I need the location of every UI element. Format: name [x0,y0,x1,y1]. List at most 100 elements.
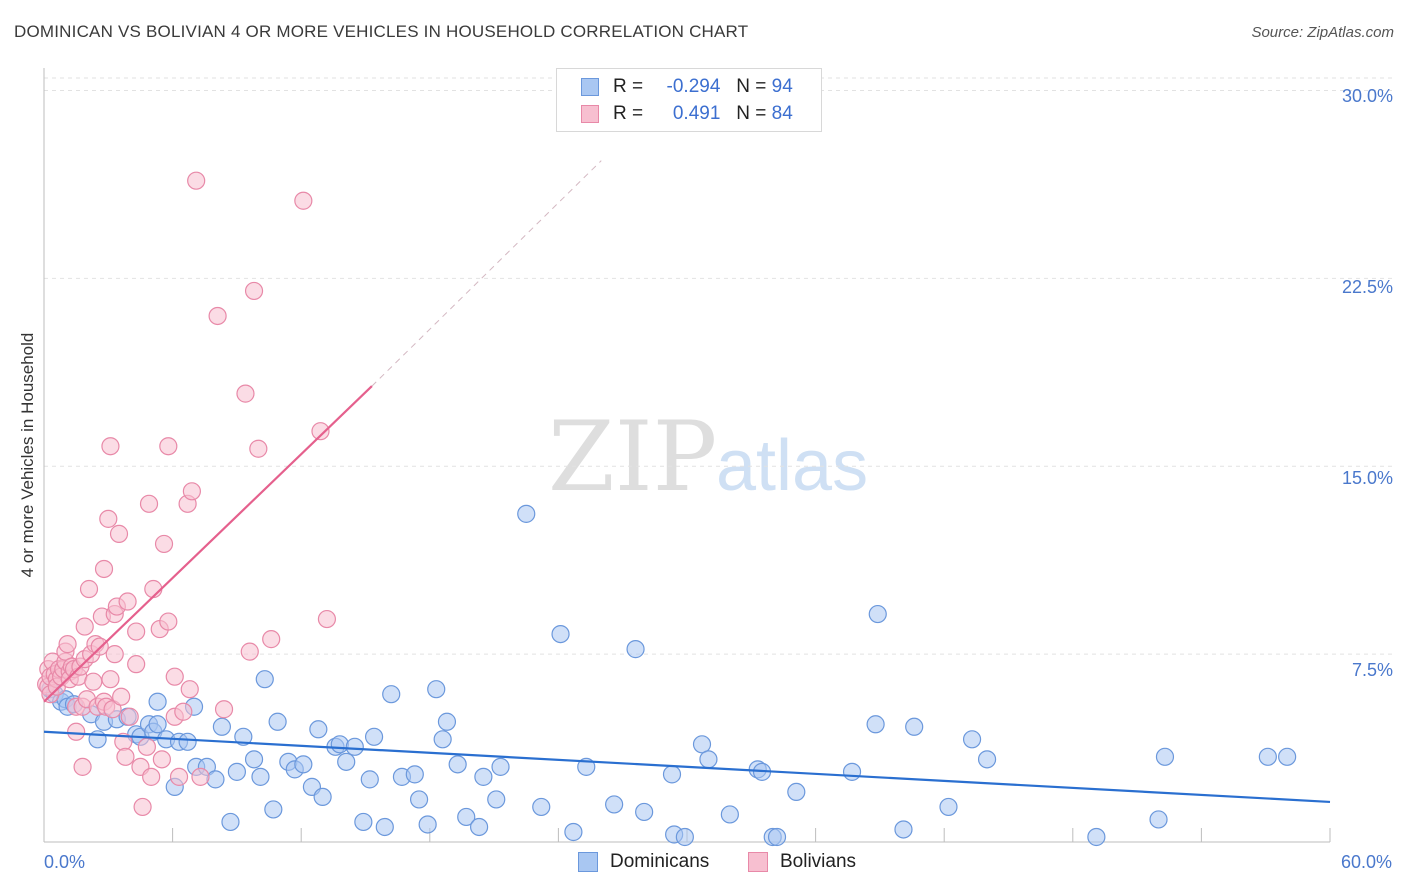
point-bolivians [75,617,94,636]
point-bolivians [159,437,178,456]
point-dominicans [427,680,446,699]
point-dominicans [409,790,429,809]
point-dominicans [354,812,373,832]
point-bolivians [174,702,193,721]
point-dominicans [977,750,997,769]
point-dominicans [313,787,332,807]
point-bolivians [94,559,114,579]
y-tick-label: 15.0% [1341,468,1393,488]
point-bolivians [116,747,135,766]
point-dominicans [294,755,313,774]
point-dominicans [375,817,394,837]
point-dominicans [474,767,493,786]
point-dominicans [1087,827,1106,847]
x-tick-label-min: 0.0% [44,852,86,872]
point-dominicans [1278,747,1297,766]
point-dominicans [433,730,452,749]
point-dominicans [532,797,551,817]
point-bolivians [127,655,146,674]
point-bolivians [142,767,161,786]
point-bolivians [191,767,210,786]
bottom-legend-label-bolivians: Bolivians [780,851,857,872]
point-dominicans [309,720,328,739]
point-bolivians [317,609,337,629]
point-dominicans [148,715,167,734]
legend-swatch-dominicans [581,78,599,96]
point-dominicans [457,807,476,827]
y-tick-label: 22.5% [1341,277,1393,297]
point-dominicans [720,805,739,824]
point-bolivians [99,509,118,528]
chart-source: Source: ZipAtlas.com [1251,24,1394,41]
point-dominicans [491,757,510,776]
point-dominicans [234,727,253,746]
point-dominicans [517,504,536,523]
point-dominicans [894,820,913,839]
watermark-zip: ZIP [548,401,717,513]
point-bolivians [180,680,199,699]
point-bolivians [101,437,120,456]
point-bolivians [58,635,77,654]
point-dominicans [699,750,718,769]
point-bolivians [133,797,152,817]
point-bolivians [79,579,99,599]
legend-n-value: 94 [771,76,793,97]
point-dominicans [212,717,231,736]
point-dominicans [469,817,489,837]
point-dominicans [418,815,437,834]
point-dominicans [345,737,364,756]
point-bolivians [244,281,264,301]
point-dominicans [551,624,570,644]
point-dominicans [1149,810,1168,829]
point-bolivians [208,306,227,326]
bottom-legend-label-dominicans: Dominicans [610,851,710,872]
point-bolivians [169,767,189,786]
point-dominicans [564,822,583,842]
bottom-legend-swatch-bolivians [748,852,768,872]
point-bolivians [311,422,330,441]
point-bolivians [73,757,92,776]
point-bolivians [103,700,122,719]
point-dominicans [1155,747,1175,766]
legend-row-dominicans: R = -0.294 N = 94 [581,74,793,100]
bottom-legend-swatch-dominicans [578,852,598,872]
point-bolivians [101,670,120,689]
correlation-legend: R = -0.294 N = 94 R = 0.491 N = 84 [556,68,822,132]
y-tick-label: 30.0% [1341,86,1393,106]
point-bolivians [127,622,146,641]
point-dominicans [626,640,645,659]
point-dominicans [244,750,264,769]
point-dominicans [787,782,806,802]
legend-r-label: R = [613,103,644,124]
point-dominicans [868,604,887,624]
point-dominicans [842,762,862,781]
point-dominicans [330,735,349,754]
legend-swatch-bolivians [581,105,599,123]
point-bolivians [182,482,201,501]
point-bolivians [165,667,184,686]
point-bolivians [294,191,313,210]
point-bolivians [249,439,268,458]
bottom-legend-bolivians: Bolivians [748,851,856,873]
point-dominicans [635,802,654,822]
point-dominicans [255,670,274,689]
point-bolivians [112,687,131,706]
point-bolivians [120,707,139,726]
point-dominicans [337,752,356,771]
point-bolivians [154,534,174,554]
point-bolivians [105,645,124,664]
chart-title: DOMINICAN VS BOLIVIAN 4 OR MORE VEHICLES… [14,22,749,41]
point-dominicans [1258,747,1277,766]
point-dominicans [405,765,424,784]
point-dominicans [487,790,506,809]
point-bolivians [84,672,103,691]
y-tick-label: 7.5% [1351,660,1393,680]
point-bolivians [137,737,156,756]
point-dominicans [437,712,457,731]
point-bolivians [139,494,159,513]
point-dominicans [178,732,197,751]
point-bolivians [144,579,163,599]
legend-r-value: -0.294 [666,76,721,97]
point-dominicans [264,800,283,819]
